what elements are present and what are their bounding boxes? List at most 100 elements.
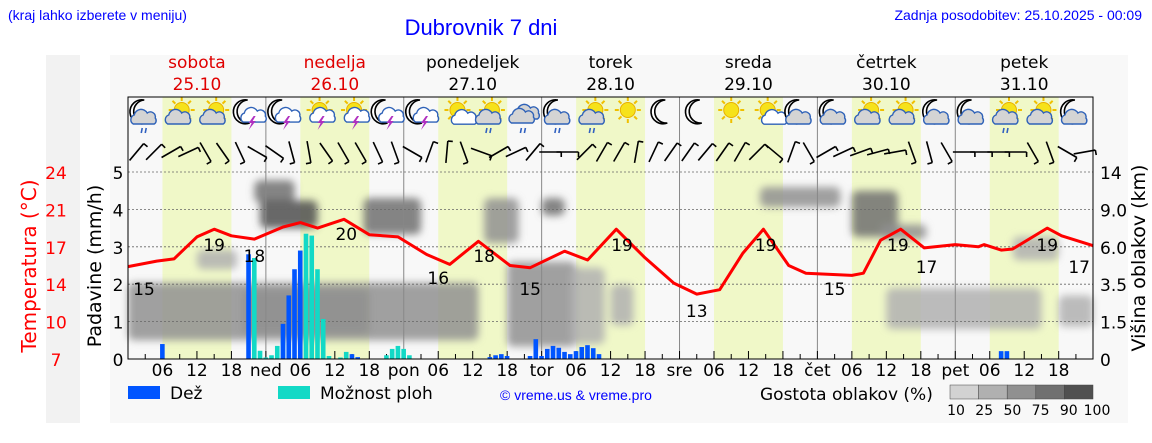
- cloud-shape: [343, 106, 371, 123]
- wind-barb-feather: [870, 147, 874, 154]
- moon-shape: [404, 98, 423, 125]
- day-name: ponedeljek: [426, 53, 520, 73]
- wind-barb: [925, 141, 934, 165]
- cloud-height-axis-title: Višina oblakov (km): [1128, 165, 1150, 352]
- cloud-layer: [1058, 295, 1094, 327]
- wind-barb-feather: [161, 143, 166, 149]
- x-tick-label: 06: [565, 361, 587, 381]
- cloud-density-swatch: [1064, 384, 1094, 400]
- wind-barb-feather: [507, 146, 512, 152]
- night-cloud-icon: [956, 98, 985, 125]
- shower-bar: [407, 355, 412, 359]
- wind-barb-staff: [733, 142, 747, 162]
- wind-barb: [215, 142, 230, 165]
- wind-barb-staff: [161, 145, 182, 159]
- wind-barb-feather: [433, 140, 439, 145]
- wind-barb-feather: [143, 142, 149, 148]
- rain-bar: [355, 357, 360, 359]
- sun-ray: [206, 100, 211, 105]
- sun-disc: [723, 102, 740, 118]
- cloud-shape: [309, 106, 336, 123]
- precip-axis-title: Padavine (mm/h): [84, 185, 106, 348]
- wind-barb-staff: [940, 142, 953, 162]
- wind-barb-staff: [883, 149, 906, 155]
- credit-link[interactable]: © vreme.us & vreme.pro: [500, 387, 652, 403]
- rain-legend-swatch: [128, 386, 160, 399]
- x-tick-label: 12: [738, 361, 760, 381]
- wind-barb: [802, 142, 815, 165]
- sun-icon: [614, 97, 641, 123]
- wind-barb: [445, 140, 453, 164]
- wind-barb-staff: [832, 146, 854, 158]
- wind-barb-feather: [834, 146, 839, 152]
- wind-barb: [907, 141, 917, 165]
- precip-tick-label: 3: [113, 239, 124, 259]
- rain-bar: [533, 339, 539, 359]
- wind-barb: [765, 144, 784, 164]
- wind-barb: [832, 146, 857, 158]
- cloud-shape: [412, 106, 440, 123]
- wind-barb-staff: [925, 141, 934, 163]
- sun-ray: [895, 100, 900, 105]
- sun-ray: [633, 115, 638, 120]
- rain-bar: [539, 356, 544, 359]
- shower-bar: [303, 233, 309, 359]
- temp-tick-label: 24: [45, 164, 67, 184]
- cloud-layer: [541, 198, 565, 216]
- cloud-density-level: 75: [1032, 403, 1050, 419]
- rain-bar: [596, 354, 602, 359]
- wind-barb: [402, 145, 423, 163]
- rain-bar: [280, 323, 286, 359]
- sun-thunder-icon: [306, 97, 336, 130]
- wind-barb-staff: [663, 142, 678, 162]
- shower-bar: [315, 269, 320, 359]
- wind-barb-feather: [910, 161, 917, 165]
- x-tick-label: sre: [667, 361, 693, 381]
- sun-ray: [999, 100, 1004, 105]
- night-cloud-icon: [1059, 98, 1088, 125]
- wind-barb-staff: [199, 142, 212, 162]
- wind-barb-staff: [576, 143, 594, 161]
- cloud-shape: [1026, 108, 1054, 125]
- x-tick-label: tor: [530, 361, 554, 381]
- x-tick-label: 18: [221, 361, 243, 381]
- sun-disc: [619, 102, 636, 118]
- cloud-layer: [254, 180, 295, 203]
- shower-bar: [251, 258, 257, 359]
- wind-barb: [199, 142, 212, 165]
- rain-bar: [585, 345, 590, 359]
- sun-ray: [187, 100, 192, 105]
- cloud-shape: [378, 106, 405, 123]
- showers-legend-swatch: [278, 386, 310, 399]
- sun-thunder-icon: [341, 97, 371, 130]
- night-thunder-icon: [232, 98, 267, 130]
- x-tick-label: 12: [1013, 361, 1035, 381]
- x-tick-label: čet: [804, 361, 831, 381]
- wind-barb-feather: [711, 142, 717, 148]
- sun-ray: [736, 115, 742, 120]
- wind-barb: [648, 141, 664, 163]
- wind-barb-staff: [907, 141, 917, 163]
- wind-barb-staff: [849, 147, 872, 157]
- precip-tick-label: 1: [113, 314, 124, 334]
- sun-ray: [1014, 100, 1019, 105]
- wind-barb-staff: [595, 142, 609, 162]
- wind-barb: [883, 149, 908, 156]
- x-tick-label: 12: [876, 361, 898, 381]
- x-tick-label: pet: [941, 361, 969, 381]
- sun-cloud-icon: [164, 97, 195, 125]
- wind-barb-feather: [778, 158, 784, 164]
- wind-barb-feather: [462, 161, 469, 165]
- wind-barb-feather: [795, 140, 801, 145]
- wind-barb: [1057, 145, 1078, 163]
- wind-barb-staff: [402, 145, 423, 159]
- x-tick-label: 18: [496, 361, 518, 381]
- x-tick-label: ned: [250, 361, 282, 381]
- sun-ray: [911, 100, 916, 105]
- wind-barb-staff: [337, 142, 350, 162]
- cloud-density-level: 25: [975, 403, 993, 419]
- moon-shape: [650, 98, 668, 125]
- night-cloud-icon: [818, 98, 847, 125]
- location-menu-hint[interactable]: (kraj lahko izberete v meniju): [8, 7, 187, 23]
- page-title: Dubrovnik 7 dni: [404, 15, 558, 40]
